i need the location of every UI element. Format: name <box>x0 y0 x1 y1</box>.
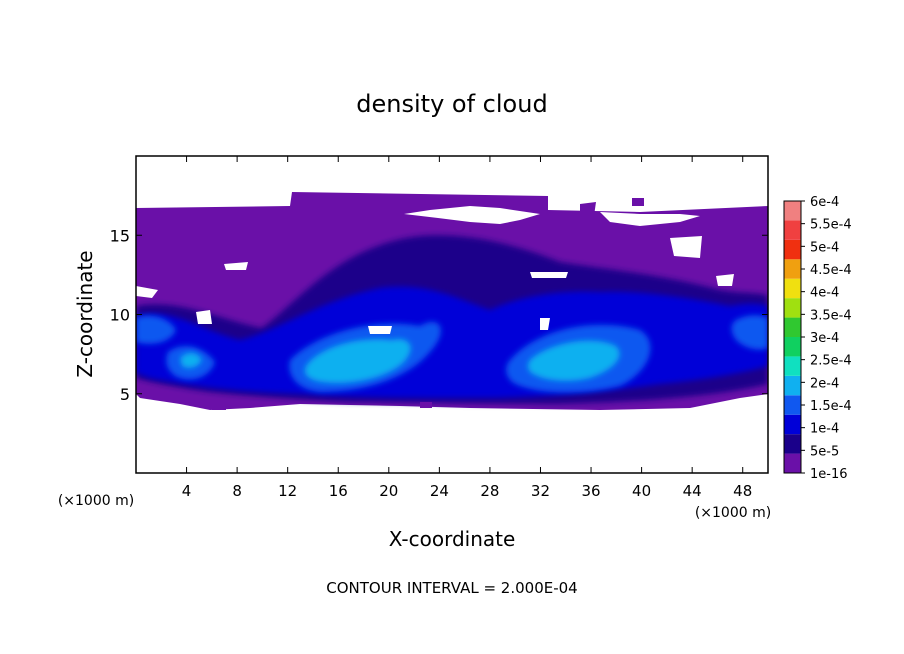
x-tick-label: 8 <box>232 482 242 500</box>
legend-label: 4.5e-4 <box>810 263 852 278</box>
x-tick-label: 16 <box>329 482 348 500</box>
legend-label: 2.5e-4 <box>810 354 852 369</box>
x-tick-label: 20 <box>379 482 398 500</box>
legend-swatch <box>784 239 801 260</box>
legend-label: 6e-4 <box>810 195 839 210</box>
legend-label: 1e-4 <box>810 422 839 437</box>
contour-interval-note: CONTOUR INTERVAL = 2.000E-04 <box>326 579 577 597</box>
x-tick-label: 32 <box>531 482 550 500</box>
legend-label: 1.5e-4 <box>810 399 852 414</box>
cloud-field <box>136 192 768 410</box>
legend-swatch <box>784 259 801 279</box>
legend-label: 2e-4 <box>810 376 839 391</box>
x-tick-label: 48 <box>733 482 752 500</box>
x-tick-label: 4 <box>182 482 192 500</box>
cloud-contour-lightblue <box>136 315 768 393</box>
x-tick-label: 36 <box>581 482 600 500</box>
legend-swatch <box>784 375 801 396</box>
legend-swatch <box>784 434 801 454</box>
cloud-gaps <box>136 206 734 334</box>
legend-label: 1e-16 <box>810 467 848 482</box>
x-tick-label: 12 <box>278 482 297 500</box>
x-tick-label: 44 <box>683 482 702 500</box>
x-axis-unit-left: (×1000 m) <box>58 493 134 509</box>
legend-swatch <box>784 278 801 299</box>
color-legend: 1e-16 5e-5 1e-4 1.5e-4 2e-4 2.5e-4 3e-4 3.5e-4 4… <box>783 195 852 482</box>
x-axis-ticks: 4 8 12 16 20 24 28 32 36 40 44 48 <box>182 156 752 500</box>
x-tick-label: 40 <box>632 482 651 500</box>
x-tick-label: 28 <box>480 482 499 500</box>
legend-swatch <box>784 298 801 318</box>
legend-swatch <box>784 220 801 240</box>
legend-swatch <box>784 356 801 376</box>
x-axis-unit-right: (×1000 m) <box>695 505 771 521</box>
legend-label: 5e-5 <box>810 444 839 459</box>
legend-swatch <box>784 414 801 435</box>
legend-swatch <box>784 317 801 337</box>
y-tick-label: 10 <box>110 306 130 325</box>
cloud-core-cyan <box>180 339 620 384</box>
legend-label: 4e-4 <box>810 286 839 301</box>
x-axis-label: X-coordinate <box>389 527 516 551</box>
y-tick-label: 5 <box>120 385 130 404</box>
legend-swatch <box>784 337 801 357</box>
legend-label: 5e-4 <box>810 240 839 255</box>
y-axis-ticks: 5 10 15 <box>110 226 768 404</box>
x-tick-label: 24 <box>430 482 449 500</box>
plot-area <box>136 156 768 473</box>
legend-label: 3e-4 <box>810 331 839 346</box>
legend-label: 5.5e-4 <box>810 218 852 233</box>
y-axis-label: Z-coordinate <box>73 250 97 377</box>
legend-label: 3.5e-4 <box>810 308 852 323</box>
legend-swatch <box>784 453 801 473</box>
y-tick-label: 15 <box>110 226 130 245</box>
legend-swatch <box>784 201 801 221</box>
chart-title: density of cloud <box>356 90 547 118</box>
legend-swatch <box>784 395 801 415</box>
